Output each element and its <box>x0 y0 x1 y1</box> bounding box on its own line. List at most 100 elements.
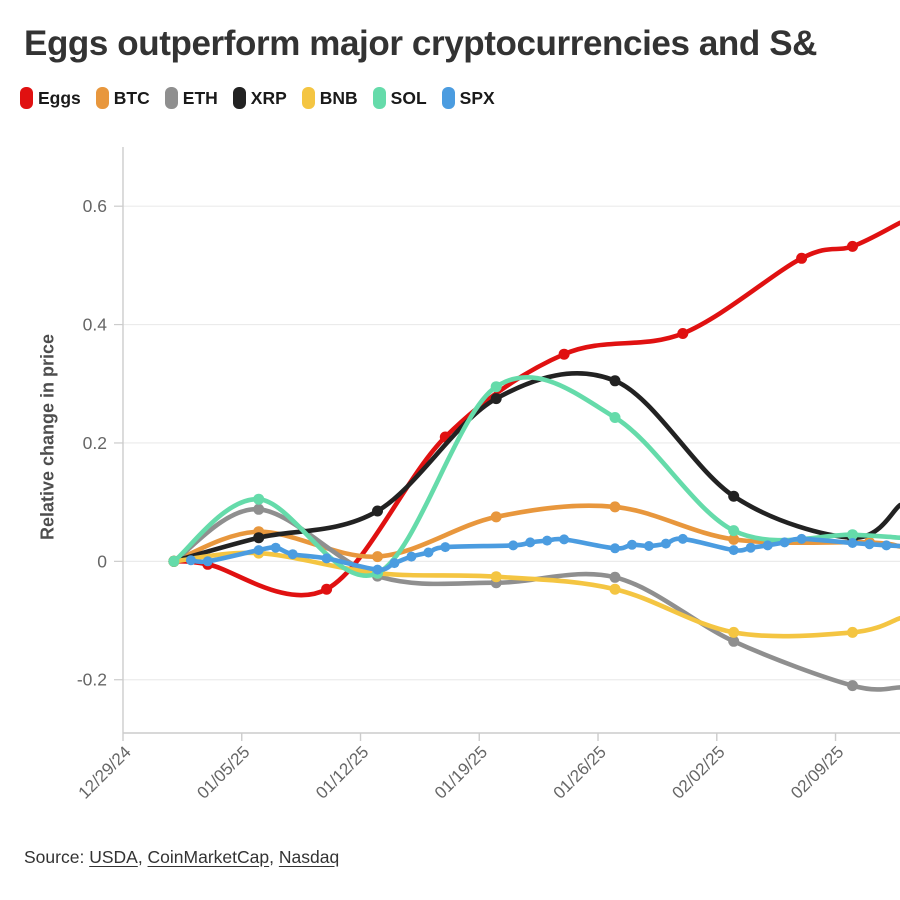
data-point-xrp <box>490 393 502 405</box>
data-point-xrp <box>728 490 740 502</box>
gridlines: -0.2 0 0.2 0.4 0.6 <box>77 196 900 690</box>
data-point-spx <box>321 553 332 564</box>
x-tick-label: 02/09/25 <box>787 742 847 802</box>
data-point-eggs <box>796 252 808 264</box>
data-point-xrp <box>609 375 621 387</box>
legend-label: ETH <box>182 87 218 108</box>
y-tick-label: -0.2 <box>77 670 107 690</box>
data-point-btc <box>609 501 621 513</box>
data-point-spx <box>559 534 570 545</box>
data-point-spx <box>627 539 637 550</box>
data-point-eggs <box>847 240 858 252</box>
data-point-spx <box>406 551 417 562</box>
data-point-spx <box>745 542 756 553</box>
data-point-bnb <box>609 583 621 595</box>
y-tick-label: 0.2 <box>83 433 107 453</box>
data-point-spx <box>796 533 807 544</box>
x-tick-label: 12/29/24 <box>75 742 135 802</box>
legend-item-eth: ETH <box>164 87 218 109</box>
series-line-eggs <box>171 220 900 598</box>
data-point-eth <box>253 503 265 515</box>
data-point-eth <box>728 635 740 647</box>
data-point-eggs <box>558 348 570 360</box>
data-point-sol <box>728 525 740 537</box>
x-axis-ticks: 12/29/24 01/05/25 01/12/25 01/19/25 01/26/25… <box>75 733 847 803</box>
data-point-spx <box>185 555 196 566</box>
source-prefix: Source: <box>24 847 90 867</box>
legend-swatch-spx <box>441 87 455 109</box>
legend-label: SOL <box>390 87 427 108</box>
x-tick-label: 01/19/25 <box>431 742 491 802</box>
legend-label: BNB <box>319 87 358 108</box>
source-separator: , <box>137 847 148 867</box>
legend-label: BTC <box>113 87 150 108</box>
data-point-spx <box>423 547 434 558</box>
data-point-bnb <box>728 626 740 638</box>
data-point-spx <box>287 549 298 560</box>
data-point-btc <box>728 533 740 545</box>
y-tick-label: 0 <box>97 551 107 571</box>
y-tick-label: 0.4 <box>83 315 108 335</box>
source-line: Source: USDA, CoinMarketCap, Nasdaq <box>24 847 339 868</box>
data-point-eth <box>609 571 621 583</box>
data-point-spx <box>643 541 654 551</box>
data-point-spx <box>660 538 671 549</box>
data-point-sol <box>490 381 502 393</box>
legend-item-xrp: XRP <box>232 87 287 109</box>
data-point-spx <box>864 539 875 550</box>
data-point-eth <box>847 680 858 692</box>
series-spx <box>185 533 900 575</box>
data-point-btc <box>490 511 502 523</box>
data-point-spx <box>525 537 536 548</box>
data-point-spx <box>440 542 451 553</box>
legend-item-spx: SPX <box>441 87 495 109</box>
data-point-spx <box>253 545 264 556</box>
series-line-xrp <box>171 371 900 564</box>
page-title: Eggs outperform major cryptocurrencies a… <box>24 24 818 63</box>
legend-swatch-bnb <box>301 87 315 109</box>
data-point-spx <box>779 537 790 548</box>
legend-item-eggs: Eggs <box>20 87 81 109</box>
x-tick-label: 01/12/25 <box>312 742 372 802</box>
data-point-bnb <box>847 626 858 638</box>
legend-item-bnb: BNB <box>301 87 358 109</box>
data-point-spx <box>677 533 688 544</box>
data-point-xrp <box>253 532 265 544</box>
legend-label: Eggs <box>38 87 81 108</box>
data-point-xrp <box>372 505 383 517</box>
legend-label: XRP <box>250 87 287 108</box>
legend-swatch-eggs <box>20 87 33 109</box>
data-point-spx <box>728 545 739 556</box>
data-point-btc <box>372 551 383 563</box>
data-point-spx <box>270 542 281 553</box>
x-tick-label: 02/02/25 <box>668 742 728 802</box>
data-point-sol <box>847 529 858 541</box>
legend-swatch-btc <box>95 87 109 109</box>
data-point-sol <box>609 412 621 423</box>
series-line-bnb <box>171 550 900 639</box>
data-point-spx <box>508 540 519 551</box>
data-point-spx <box>847 538 858 548</box>
data-point-spx <box>372 564 383 575</box>
source-link-usda[interactable]: USDA <box>89 847 138 867</box>
legend-swatch-sol <box>372 87 386 109</box>
chart-legend: Eggs BTC ETH XRP BNB SOL SPX <box>20 87 495 109</box>
legend-item-sol: SOL <box>372 87 427 109</box>
data-point-spx <box>202 556 213 567</box>
y-tick-label: 0.6 <box>83 196 107 216</box>
legend-swatch-eth <box>164 87 178 109</box>
x-tick-label: 01/05/25 <box>193 742 253 802</box>
data-point-spx <box>881 540 892 551</box>
legend-item-btc: BTC <box>95 87 150 109</box>
source-link-coinmarketcap[interactable]: CoinMarketCap <box>147 847 270 867</box>
x-tick-label: 01/26/25 <box>550 742 610 802</box>
legend-label: SPX <box>459 87 495 108</box>
series-line-sol <box>171 375 900 578</box>
legend-swatch-xrp <box>232 87 246 109</box>
data-point-spx <box>389 558 400 569</box>
source-link-nasdaq[interactable]: Nasdaq <box>278 847 340 867</box>
data-point-spx <box>542 535 553 546</box>
data-point-sol <box>168 555 180 567</box>
data-point-bnb <box>490 571 502 583</box>
data-point-eggs <box>677 328 689 339</box>
